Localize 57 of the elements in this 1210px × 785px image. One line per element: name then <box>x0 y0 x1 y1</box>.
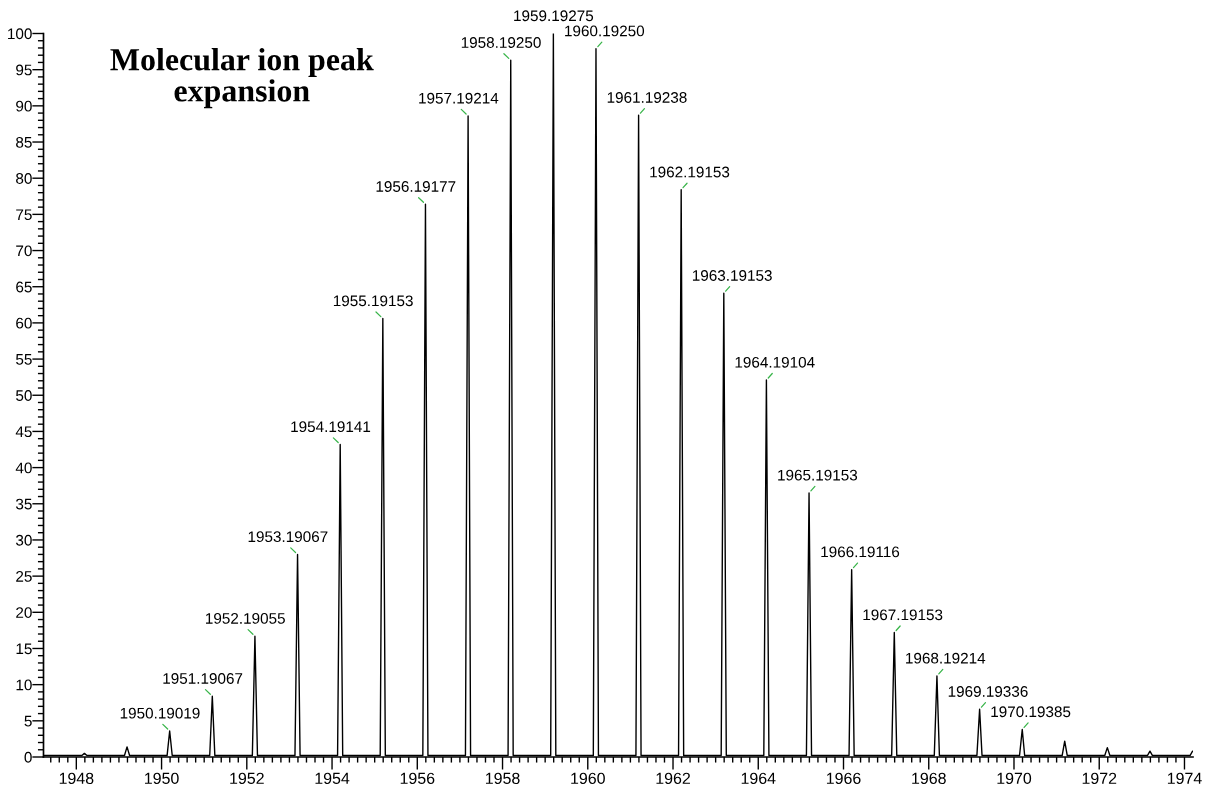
x-tick-label: 1950 <box>145 772 179 785</box>
x-tick-label: 1958 <box>485 772 520 785</box>
annotation: 1954.19141 <box>291 421 371 433</box>
x-tick-label: 1964 <box>741 772 776 785</box>
annotation: 1966.19116 <box>821 546 900 558</box>
y-tick-label: 95 <box>16 64 32 76</box>
annotation: 1956.19177 <box>376 181 456 192</box>
annotation: 1967.19153 <box>863 609 943 621</box>
y-tick-label: 50 <box>16 390 32 401</box>
x-tick-label: 1962 <box>656 772 690 785</box>
y-tick-label: 35 <box>15 498 32 510</box>
y-tick-label: 70 <box>16 245 32 257</box>
y-tick-label: 100 <box>8 28 32 40</box>
y-tick-label: 30 <box>15 534 32 546</box>
y-tick-label: 5 <box>24 715 32 727</box>
y-tick-label: 75 <box>16 209 32 221</box>
annotation: 1970.19385 <box>991 706 1071 718</box>
annotation: 1962.19153 <box>650 166 730 178</box>
annotation: 1950.19019 <box>120 707 200 719</box>
annotation: 1965.19153 <box>778 469 858 481</box>
y-tick-label: 45 <box>15 426 32 438</box>
annotation: 1959.19275 <box>514 10 594 22</box>
y-tick-label: 20 <box>16 607 32 618</box>
x-tick-label: 1974 <box>1167 772 1202 785</box>
y-tick-label: 55 <box>16 354 32 365</box>
annotation: 1960.19250 <box>565 25 645 37</box>
y-tick-label: 80 <box>16 173 32 184</box>
x-tick-label: 1970 <box>997 772 1032 785</box>
annotation: 1953.19067 <box>248 531 328 543</box>
y-tick-label: 25 <box>16 570 32 582</box>
annotation: 1969.19336 <box>948 686 1028 697</box>
annotation: 1968.19214 <box>906 652 986 664</box>
y-tick-label: 0 <box>24 751 32 763</box>
y-tick-label: 85 <box>16 136 32 148</box>
x-tick-label: 1960 <box>571 772 605 785</box>
y-tick-label: 10 <box>16 679 32 691</box>
text: Molecular ion peak expansion <box>110 47 374 109</box>
annotation: 1964.19104 <box>735 356 815 368</box>
annotation: 1957.19214 <box>419 92 499 104</box>
x-tick-label: 1956 <box>400 772 435 785</box>
x-tick-label: 1954 <box>315 772 350 785</box>
annotation: 1958.19250 <box>461 37 541 48</box>
x-tick-label: 1968 <box>912 772 946 785</box>
y-tick-label: 90 <box>16 100 32 112</box>
x-tick-label: 1966 <box>826 772 861 785</box>
annotation: 1961.19238 <box>607 92 687 103</box>
annotation: 1963.19153 <box>692 270 772 281</box>
y-tick-label: 60 <box>16 317 32 329</box>
annotation: 1951.19067 <box>163 673 243 684</box>
y-tick-label: 15 <box>16 643 32 655</box>
annotation: 1955.19153 <box>333 295 413 307</box>
x-tick-label: 1952 <box>230 772 264 785</box>
x-tick-label: 1972 <box>1082 772 1117 785</box>
y-tick-label: 65 <box>16 281 32 293</box>
x-tick-label: 1948 <box>59 772 94 785</box>
annotation: 1952.19055 <box>206 613 285 624</box>
y-tick-label: 40 <box>15 462 32 474</box>
